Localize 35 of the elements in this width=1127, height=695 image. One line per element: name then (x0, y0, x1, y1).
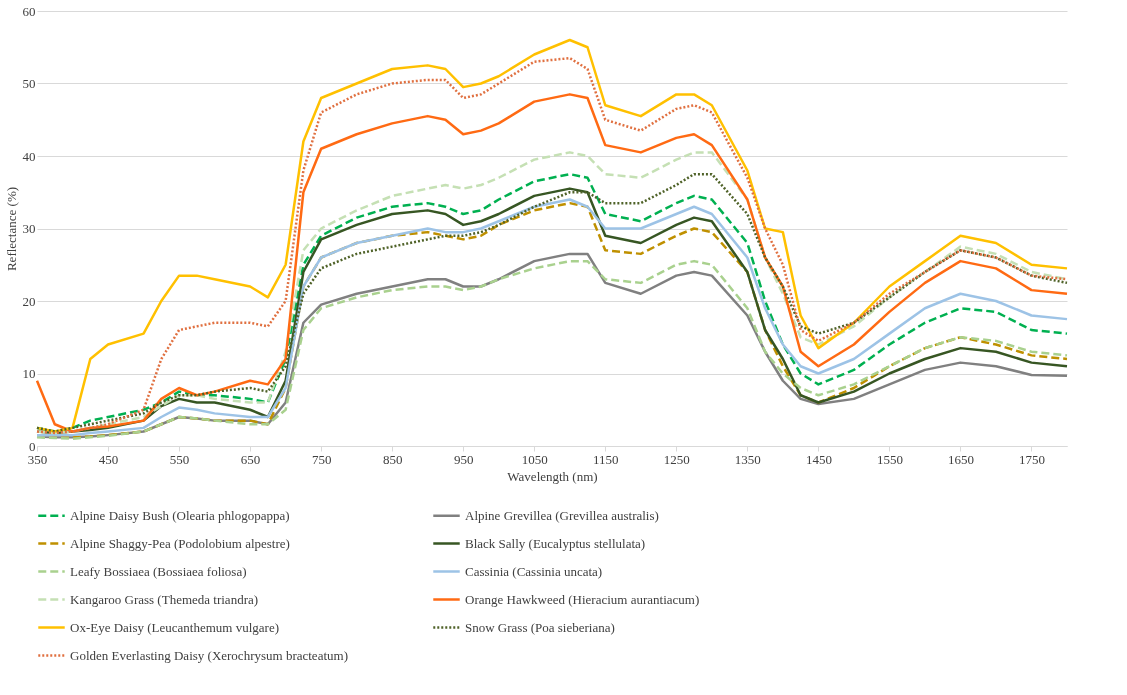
y-tick-label: 50 (22, 76, 36, 91)
legend-label: Orange Hawkweed (Hieracium aurantiacum) (465, 591, 700, 607)
x-tick-label: 1150 (593, 451, 619, 467)
legend-label: Kangaroo Grass (Themeda triandra) (70, 591, 259, 607)
y-axis-title: Reflectance (%) (3, 186, 19, 272)
x-tick-label: 350 (27, 451, 48, 467)
legend-label: Alpine Grevillea (Grevillea australis) (465, 507, 659, 523)
x-tick-label: 650 (240, 451, 261, 467)
x-axis-title: Wavelength (nm) (507, 468, 598, 484)
x-tick-label: 750 (311, 451, 332, 467)
y-tick-label: 10 (22, 366, 36, 381)
x-tick-label: 1350 (734, 451, 761, 467)
y-tick-label: 20 (22, 293, 36, 309)
y-tick-label: 30 (22, 221, 36, 236)
legend-label: Leafy Bossiaea (Bossiaea foliosa) (70, 563, 247, 579)
x-tick-label: 550 (169, 451, 190, 467)
legend-label: Cassinia (Cassinia uncata) (465, 563, 603, 579)
x-tick-label: 1050 (521, 451, 548, 467)
x-tick-label: 1550 (876, 451, 903, 467)
legend-label: Alpine Shaggy-Pea (Podolobium alpestre) (70, 535, 290, 551)
x-tick-label: 1750 (1018, 451, 1045, 467)
legend-label: Alpine Daisy Bush (Olearia phlogopappa) (70, 507, 290, 523)
x-tick-label: 450 (98, 451, 119, 467)
legend-label: Snow Grass (Poa sieberiana) (465, 619, 615, 635)
x-tick-label: 1250 (663, 451, 690, 467)
x-tick-label: 1450 (805, 451, 832, 467)
legend-label: Golden Everlasting Daisy (Xerochrysum bracteatum) (70, 647, 348, 663)
legend-label: Black Sally (Eucalyptus stellulata) (465, 535, 646, 551)
x-tick-label: 1650 (947, 451, 974, 467)
legend-label: Ox-Eye Daisy (Leucanthemum vulgare) (70, 619, 280, 635)
x-tick-label: 950 (453, 451, 474, 467)
y-tick-label: 60 (22, 3, 36, 19)
y-tick-label: 0 (29, 438, 36, 454)
y-tick-label: 40 (22, 148, 36, 164)
x-tick-label: 850 (382, 451, 403, 467)
